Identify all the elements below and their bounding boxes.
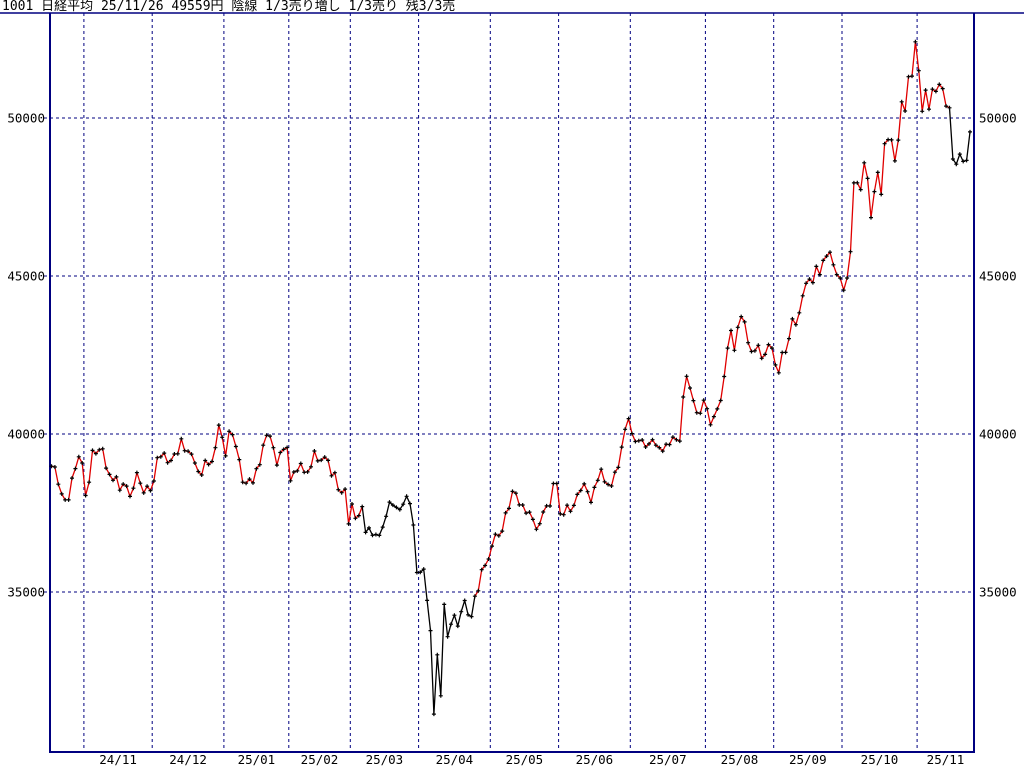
y-tick-label-right: 35000 [979, 585, 1017, 600]
y-tick-label-right: 40000 [979, 427, 1017, 442]
x-tick-label: 25/10 [861, 752, 899, 767]
x-tick-label: 25/01 [238, 752, 276, 767]
x-tick-label: 24/12 [169, 752, 207, 767]
y-tick-label-right: 45000 [979, 269, 1017, 284]
y-tick-label-left: 45000 [7, 269, 45, 284]
y-tick-label-left: 40000 [7, 427, 45, 442]
x-tick-label: 25/08 [721, 752, 759, 767]
axis-labels: 50000 50000 45000 45000 40000 40000 35000 35000… [7, 111, 1016, 767]
x-tick-label: 25/04 [436, 752, 474, 767]
y-tick-label-left: 50000 [7, 111, 45, 126]
x-tick-label: 25/05 [506, 752, 544, 767]
axes [0, 12, 1024, 753]
y-tick-label-right: 50000 [979, 111, 1017, 126]
price-markers [49, 39, 972, 717]
x-tick-label: 25/09 [789, 752, 827, 767]
x-tick-label: 24/11 [99, 752, 137, 767]
price-line-downtrend [361, 107, 971, 715]
y-tick-label-left: 35000 [7, 585, 45, 600]
price-line-uptrend [51, 41, 950, 597]
x-tick-label: 25/03 [366, 752, 404, 767]
x-tick-label: 25/02 [301, 752, 339, 767]
gridlines [44, 13, 973, 752]
x-tick-label: 25/11 [927, 752, 965, 767]
x-tick-label: 25/06 [576, 752, 614, 767]
chart-title: 1001 日経平均 25/11/26 49559円 陰線 1/3売り増し 1/3… [2, 0, 456, 14]
x-tick-label: 25/07 [649, 752, 687, 767]
